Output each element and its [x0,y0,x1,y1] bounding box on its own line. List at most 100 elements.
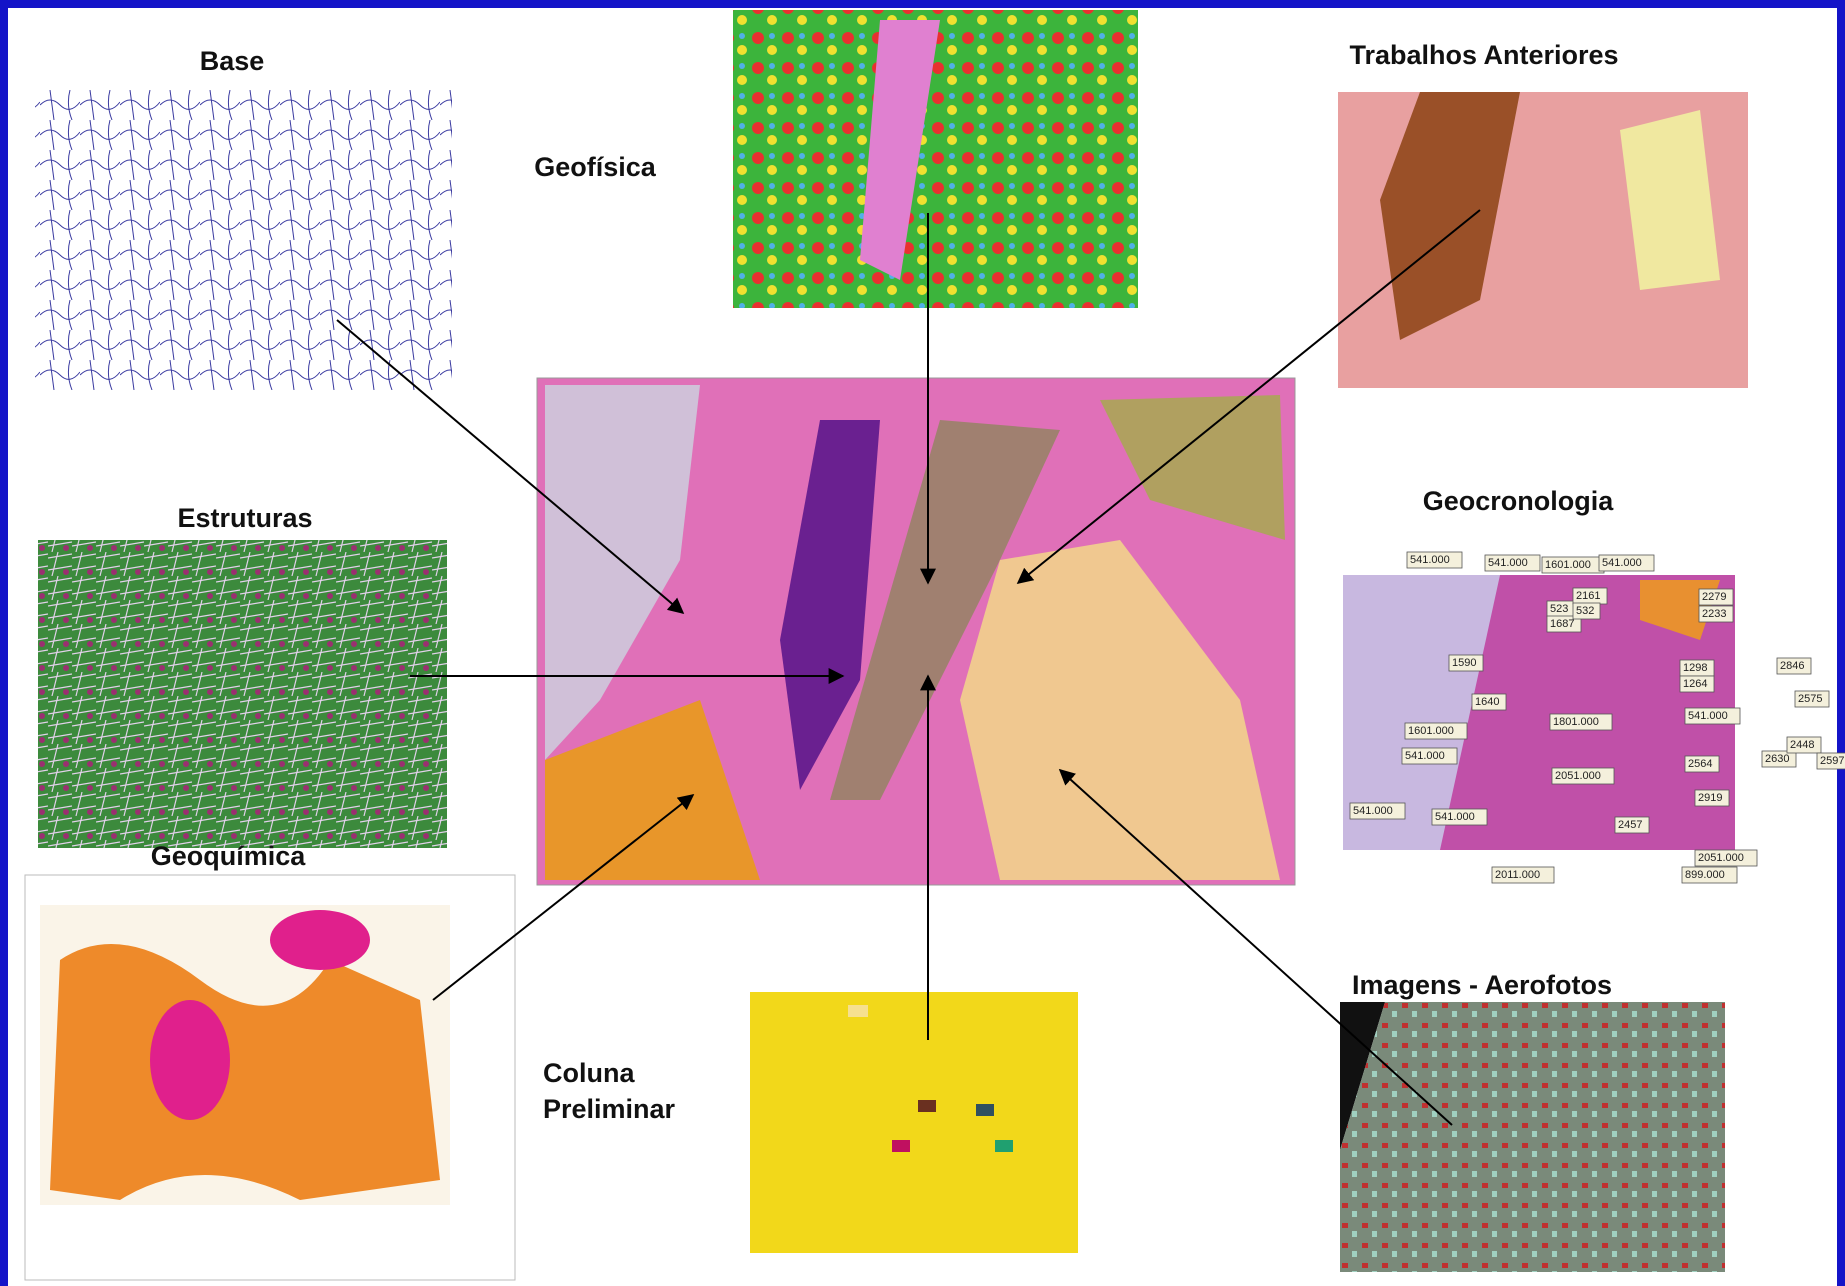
geo-label-box [1694,849,1758,867]
geo-label: 2448 [1790,739,1814,751]
geo-label-box [1551,767,1615,785]
arrow [336,319,685,615]
arrow [432,794,695,1001]
geo-label-box [1598,554,1655,572]
geoquimica-anomaly [150,1000,230,1120]
geoquimica-anomaly [50,944,440,1200]
geo-label: 2051.000 [1555,770,1601,782]
geo-label-box [1471,693,1507,711]
geologic-map-unit [545,385,700,760]
geo-label-box [1349,802,1406,820]
label: Geoquímica [151,841,307,871]
coluna-swatch [995,1140,1013,1152]
coluna-chart [750,992,1078,1253]
geo-label: 541.000 [1488,557,1528,569]
arrow [1016,209,1481,585]
geo-label: 2011.000 [1495,869,1540,881]
geo-label-box [1684,707,1741,725]
geo-label-box [1698,605,1734,623]
geo-label-box [1406,551,1463,569]
geo-label: 2919 [1698,792,1722,804]
geo-label: 2575 [1798,693,1822,705]
geo-label-box [1549,713,1613,731]
arrow [1058,768,1453,1126]
geologic-map-unit [545,700,760,880]
geologic-map-unit [960,540,1280,880]
geo-label: 1801.000 [1553,716,1599,728]
geo-label: 1590 [1452,657,1476,669]
geo-label: 1687 [1550,618,1574,630]
geo-label-box [1431,808,1488,826]
trabalhos-map-feature [1620,110,1720,290]
geo-label: 1640 [1475,696,1499,708]
geo-label: 2233 [1702,608,1726,620]
geoquimica-anomaly [270,910,370,970]
coluna-swatch [918,1100,936,1112]
geocronologia-labels: 541.000 541.000 1601.000 541.000 2279 2233 523… [1349,551,1845,884]
geo-label: 541.000 [1435,811,1475,823]
geo-label-box [1794,690,1830,708]
geologic-map-unit [1100,395,1285,540]
geo-label: 899.000 [1685,869,1725,881]
geo-label: 2630 [1765,753,1789,765]
geo-label: 1264 [1683,678,1707,690]
geo-label: 523 [1550,603,1568,615]
geologic-map-unit [830,420,1060,800]
geo-label: 2846 [1780,660,1804,672]
geo-label: 2279 [1702,591,1726,603]
geologic-map-unit [780,420,880,790]
geo-label-box [1681,866,1738,884]
base-map [35,90,452,390]
label: Estruturas [177,503,312,533]
coluna-swatch [848,1005,868,1017]
geo-label: 2597 [1820,755,1844,767]
geo-label: 2564 [1688,758,1712,770]
geo-label: 541.000 [1688,710,1728,722]
geo-label-box [1776,657,1812,675]
estruturas-map [38,540,447,848]
label: Geofísica [534,152,657,182]
geocronologia-map-unit [1343,575,1500,850]
geo-label: 541.000 [1405,750,1445,762]
geo-label: 541.000 [1410,554,1450,566]
geo-label-box [1679,675,1715,693]
coluna-swatch [892,1140,910,1152]
geo-label-box [1684,755,1720,773]
geo-label-box [1694,789,1730,807]
label: Coluna [543,1058,635,1088]
arrows [336,209,1481,1126]
geo-label-box [1448,654,1484,672]
label: Imagens - Aerofotos [1352,970,1612,1000]
geo-label: 541.000 [1602,557,1642,569]
imagens-photo [1340,1002,1725,1272]
geo-label-box [1401,747,1458,765]
label: Preliminar [543,1094,676,1124]
geo-label-box [1404,722,1468,740]
geo-label: 1601.000 [1408,725,1454,737]
geo-label: 2161 [1576,590,1600,602]
label: Geocronologia [1423,486,1615,516]
geo-label-box [1614,816,1650,834]
geo-label: 1601.000 [1545,559,1591,571]
geo-label: 532 [1576,605,1594,617]
geo-label: 541.000 [1353,805,1393,817]
geo-label-box [1546,615,1582,633]
geo-label-box [1484,554,1541,572]
label: Base [200,46,265,76]
geo-label-box [1698,588,1734,606]
geofisica-map [733,10,1138,308]
geo-label-box [1761,750,1797,768]
geofisica-map-feature [860,20,940,280]
geo-label-box [1816,752,1845,770]
geo-label: 2457 [1618,819,1642,831]
geo-label-box [1786,736,1822,754]
geo-label: 1298 [1683,662,1707,674]
coluna-swatch [976,1104,994,1116]
trabalhos-map-feature [1380,92,1520,340]
geo-label-box [1572,602,1601,620]
geo-label-box [1491,866,1555,884]
label: Trabalhos Anteriores [1349,40,1618,70]
geo-label: 2051.000 [1698,852,1744,864]
